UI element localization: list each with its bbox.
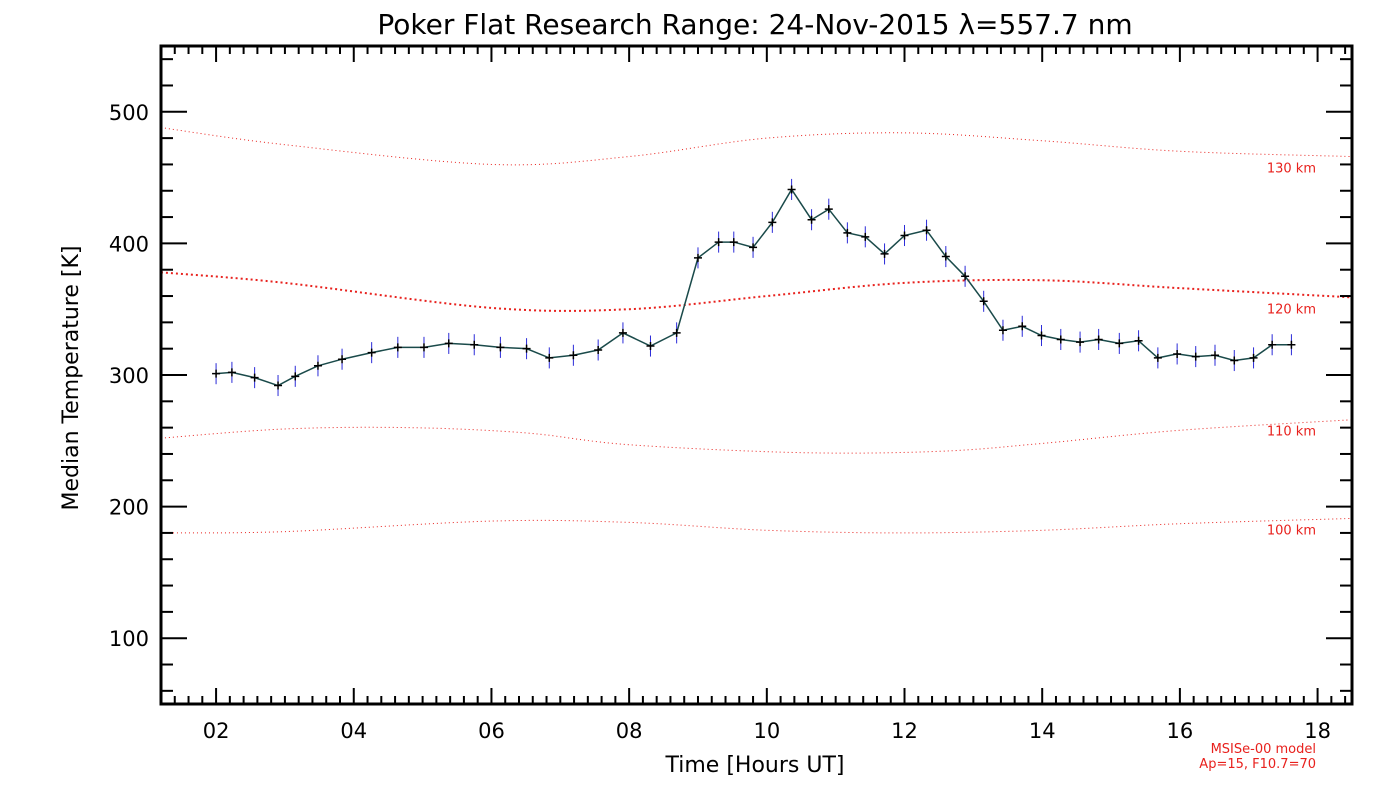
chart-title: Poker Flat Research Range: 24-Nov-2015 λ… [377, 8, 1132, 41]
data-point [594, 345, 603, 354]
data-point [545, 353, 554, 362]
data-point [693, 253, 702, 262]
model-curve-110km [160, 419, 1353, 454]
y-tick-label: 100 [109, 627, 149, 651]
data-point [1037, 331, 1046, 340]
data-point [787, 185, 796, 194]
x-tick-label: 10 [753, 719, 780, 743]
y-tick-label: 300 [109, 364, 149, 388]
data-point [998, 326, 1007, 335]
model-curve-130km [160, 127, 1353, 166]
data-point [274, 381, 283, 390]
model-curve-label: 130 km [1267, 162, 1316, 177]
x-tick-label: 14 [1029, 719, 1056, 743]
x-tick-label: 06 [478, 719, 505, 743]
data-point [1115, 339, 1124, 348]
data-point [1094, 335, 1103, 344]
x-tick-label: 02 [203, 719, 230, 743]
data-point [768, 218, 777, 227]
data-point [227, 368, 236, 377]
data-point [618, 328, 627, 337]
model-curves: 130 km 120 km 110 km 100 km [160, 127, 1353, 538]
data-point [1211, 351, 1219, 360]
data-point [470, 340, 479, 349]
data-point [979, 297, 988, 306]
data-point [419, 343, 428, 352]
model-curve-100km [160, 517, 1353, 534]
data-point [1134, 336, 1143, 345]
model-params-note: Ap=15, F10.7=70 [1199, 757, 1316, 772]
data-point [1249, 353, 1258, 362]
data-point [1287, 340, 1296, 349]
y-tick-label: 500 [109, 101, 149, 125]
model-name-note: MSISe-00 model [1211, 742, 1316, 757]
data-point [941, 252, 950, 261]
data-point [729, 238, 738, 247]
temperature-line [216, 188, 1292, 387]
x-tick-label: 08 [616, 719, 643, 743]
model-curve-label: 110 km [1267, 425, 1316, 440]
data-point [212, 369, 221, 378]
data-point [444, 339, 453, 348]
axis-ticks: 02 04 06 08 10 12 14 16 18 100 200 300 400 500 [109, 46, 1352, 743]
data-point [714, 238, 723, 247]
data-point [880, 249, 889, 258]
data-point [367, 348, 376, 357]
data-point [672, 328, 681, 337]
data-point [961, 272, 970, 281]
data-point [900, 231, 909, 240]
data-point [522, 344, 531, 353]
y-tick-label: 400 [109, 232, 149, 256]
data-point [824, 205, 833, 214]
data-point [313, 361, 322, 370]
x-tick-label: 16 [1167, 719, 1194, 743]
data-point [1191, 352, 1200, 361]
data-point [922, 226, 931, 235]
data-point [807, 215, 816, 224]
data-point [496, 343, 505, 352]
data-series [212, 178, 1296, 397]
data-point [393, 343, 402, 352]
x-tick-label: 12 [891, 719, 918, 743]
model-curve-label: 120 km [1267, 302, 1316, 317]
data-point [569, 351, 578, 360]
x-axis-label: Time [Hours UT] [665, 753, 845, 778]
data-point [1076, 338, 1085, 347]
x-tick-label: 18 [1304, 719, 1331, 743]
data-point [1153, 353, 1162, 362]
data-point [1230, 356, 1239, 365]
plot-frame [159, 44, 1354, 706]
data-point [1056, 335, 1065, 344]
y-tick-label: 200 [109, 496, 149, 520]
data-point [843, 228, 852, 237]
model-curve-label: 100 km [1267, 523, 1316, 538]
data-point [250, 373, 259, 382]
data-point [291, 372, 300, 381]
data-point [1018, 322, 1027, 331]
data-point [646, 342, 655, 351]
y-axis-label: Median Temperature [K] [59, 246, 84, 511]
data-point [861, 232, 870, 241]
x-tick-label: 04 [340, 719, 367, 743]
model-curve-120km [160, 271, 1353, 312]
data-point [338, 355, 347, 364]
data-point [1173, 349, 1182, 358]
data-point [749, 243, 758, 252]
data-point [1268, 340, 1277, 349]
